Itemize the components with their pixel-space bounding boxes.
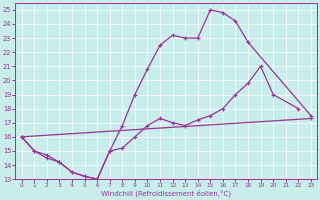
X-axis label: Windchill (Refroidissement éolien,°C): Windchill (Refroidissement éolien,°C) xyxy=(101,190,231,197)
